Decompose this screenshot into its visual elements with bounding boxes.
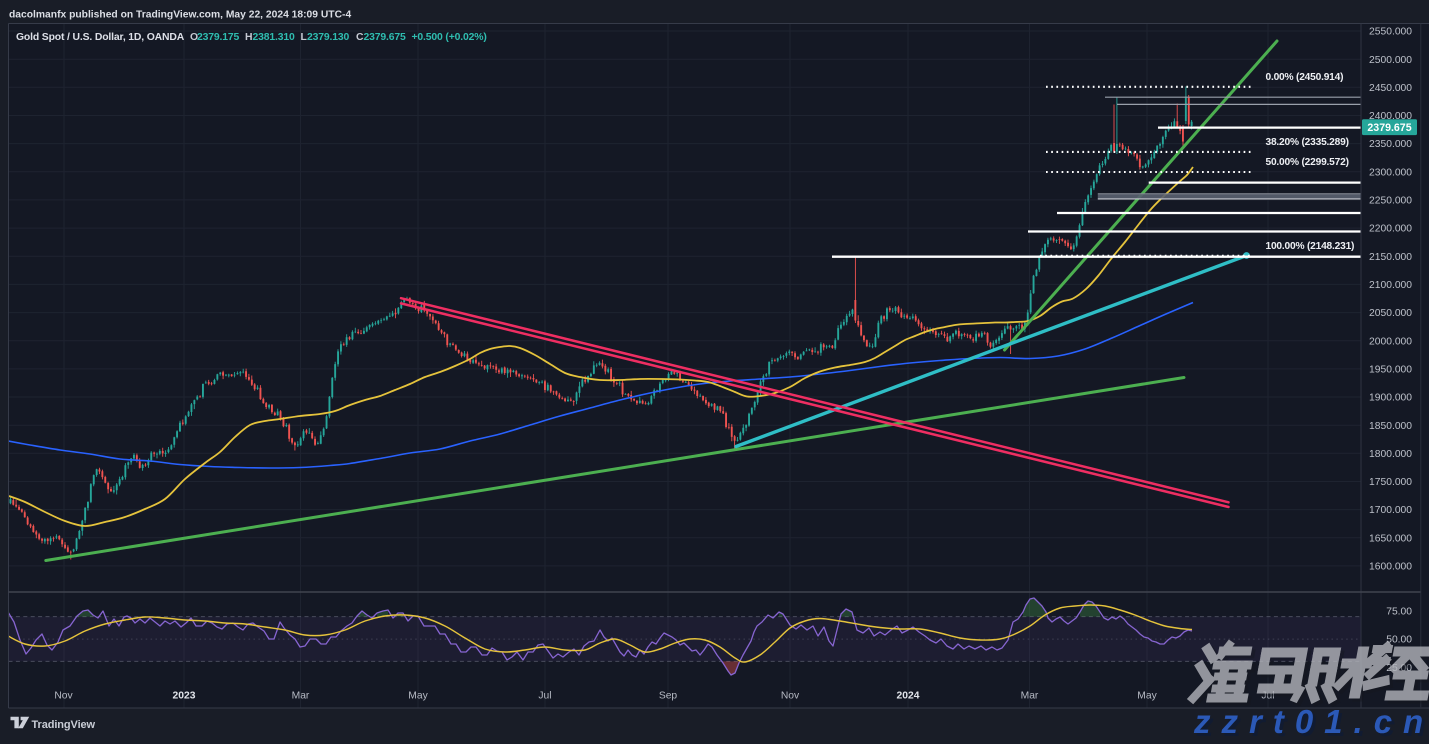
svg-text:Nov: Nov (54, 691, 73, 702)
svg-text:2550.000: 2550.000 (1369, 27, 1412, 38)
svg-text:May: May (408, 691, 428, 702)
svg-text:Gold Spot / U.S. Dollar, 1D, O: Gold Spot / U.S. Dollar, 1D, OANDA (16, 32, 185, 43)
svg-text:2150.000: 2150.000 (1369, 252, 1412, 263)
svg-text:2250.000: 2250.000 (1369, 196, 1412, 207)
svg-text:Nov: Nov (781, 691, 800, 702)
svg-text:Jul: Jul (538, 691, 551, 702)
svg-text:50.00% (2299.572): 50.00% (2299.572) (1266, 157, 1349, 168)
svg-text:2450.000: 2450.000 (1369, 83, 1412, 94)
svg-text:1750.000: 1750.000 (1369, 477, 1412, 488)
svg-text:2050.000: 2050.000 (1369, 308, 1412, 319)
svg-text:Mar: Mar (1021, 691, 1039, 702)
svg-text:May: May (1137, 691, 1157, 702)
svg-text:2381.310: 2381.310 (253, 32, 296, 43)
svg-text:TradingView: TradingView (32, 719, 96, 731)
svg-text:1950.000: 1950.000 (1369, 365, 1412, 376)
svg-text:38.20% (2335.289): 38.20% (2335.289) (1266, 137, 1349, 148)
svg-text:2023: 2023 (173, 691, 196, 702)
svg-text:2024: 2024 (897, 691, 920, 702)
svg-text:2500.000: 2500.000 (1369, 55, 1412, 66)
svg-text:1700.000: 1700.000 (1369, 505, 1412, 516)
svg-text:0.00% (2450.914): 0.00% (2450.914) (1266, 72, 1344, 83)
svg-text:2379.675: 2379.675 (1367, 122, 1411, 134)
svg-text:2300.000: 2300.000 (1369, 167, 1412, 178)
svg-text:dacolmanfx published on Tradin: dacolmanfx published on TradingView.com,… (9, 10, 351, 21)
svg-text:2379.175: 2379.175 (197, 32, 240, 43)
svg-text:2200.000: 2200.000 (1369, 224, 1412, 235)
svg-text:H: H (245, 32, 252, 43)
svg-text:1800.000: 1800.000 (1369, 449, 1412, 460)
svg-text:2379.130: 2379.130 (307, 32, 350, 43)
svg-text:+0.500 (+0.02%): +0.500 (+0.02%) (412, 32, 487, 43)
svg-text:zzrt01.cn: zzrt01.cn (1193, 703, 1429, 739)
svg-text:100.00% (2148.231): 100.00% (2148.231) (1266, 241, 1355, 252)
svg-text:2350.000: 2350.000 (1369, 139, 1412, 150)
svg-text:2379.675: 2379.675 (364, 32, 407, 43)
svg-text:2100.000: 2100.000 (1369, 280, 1412, 291)
svg-text:Mar: Mar (292, 691, 310, 702)
svg-text:1900.000: 1900.000 (1369, 393, 1412, 404)
svg-text:1600.000: 1600.000 (1369, 562, 1412, 573)
svg-text:1650.000: 1650.000 (1369, 533, 1412, 544)
svg-text:2000.000: 2000.000 (1369, 336, 1412, 347)
svg-text:1850.000: 1850.000 (1369, 421, 1412, 432)
svg-text:Sep: Sep (659, 691, 678, 702)
svg-text:75.00: 75.00 (1386, 607, 1412, 618)
